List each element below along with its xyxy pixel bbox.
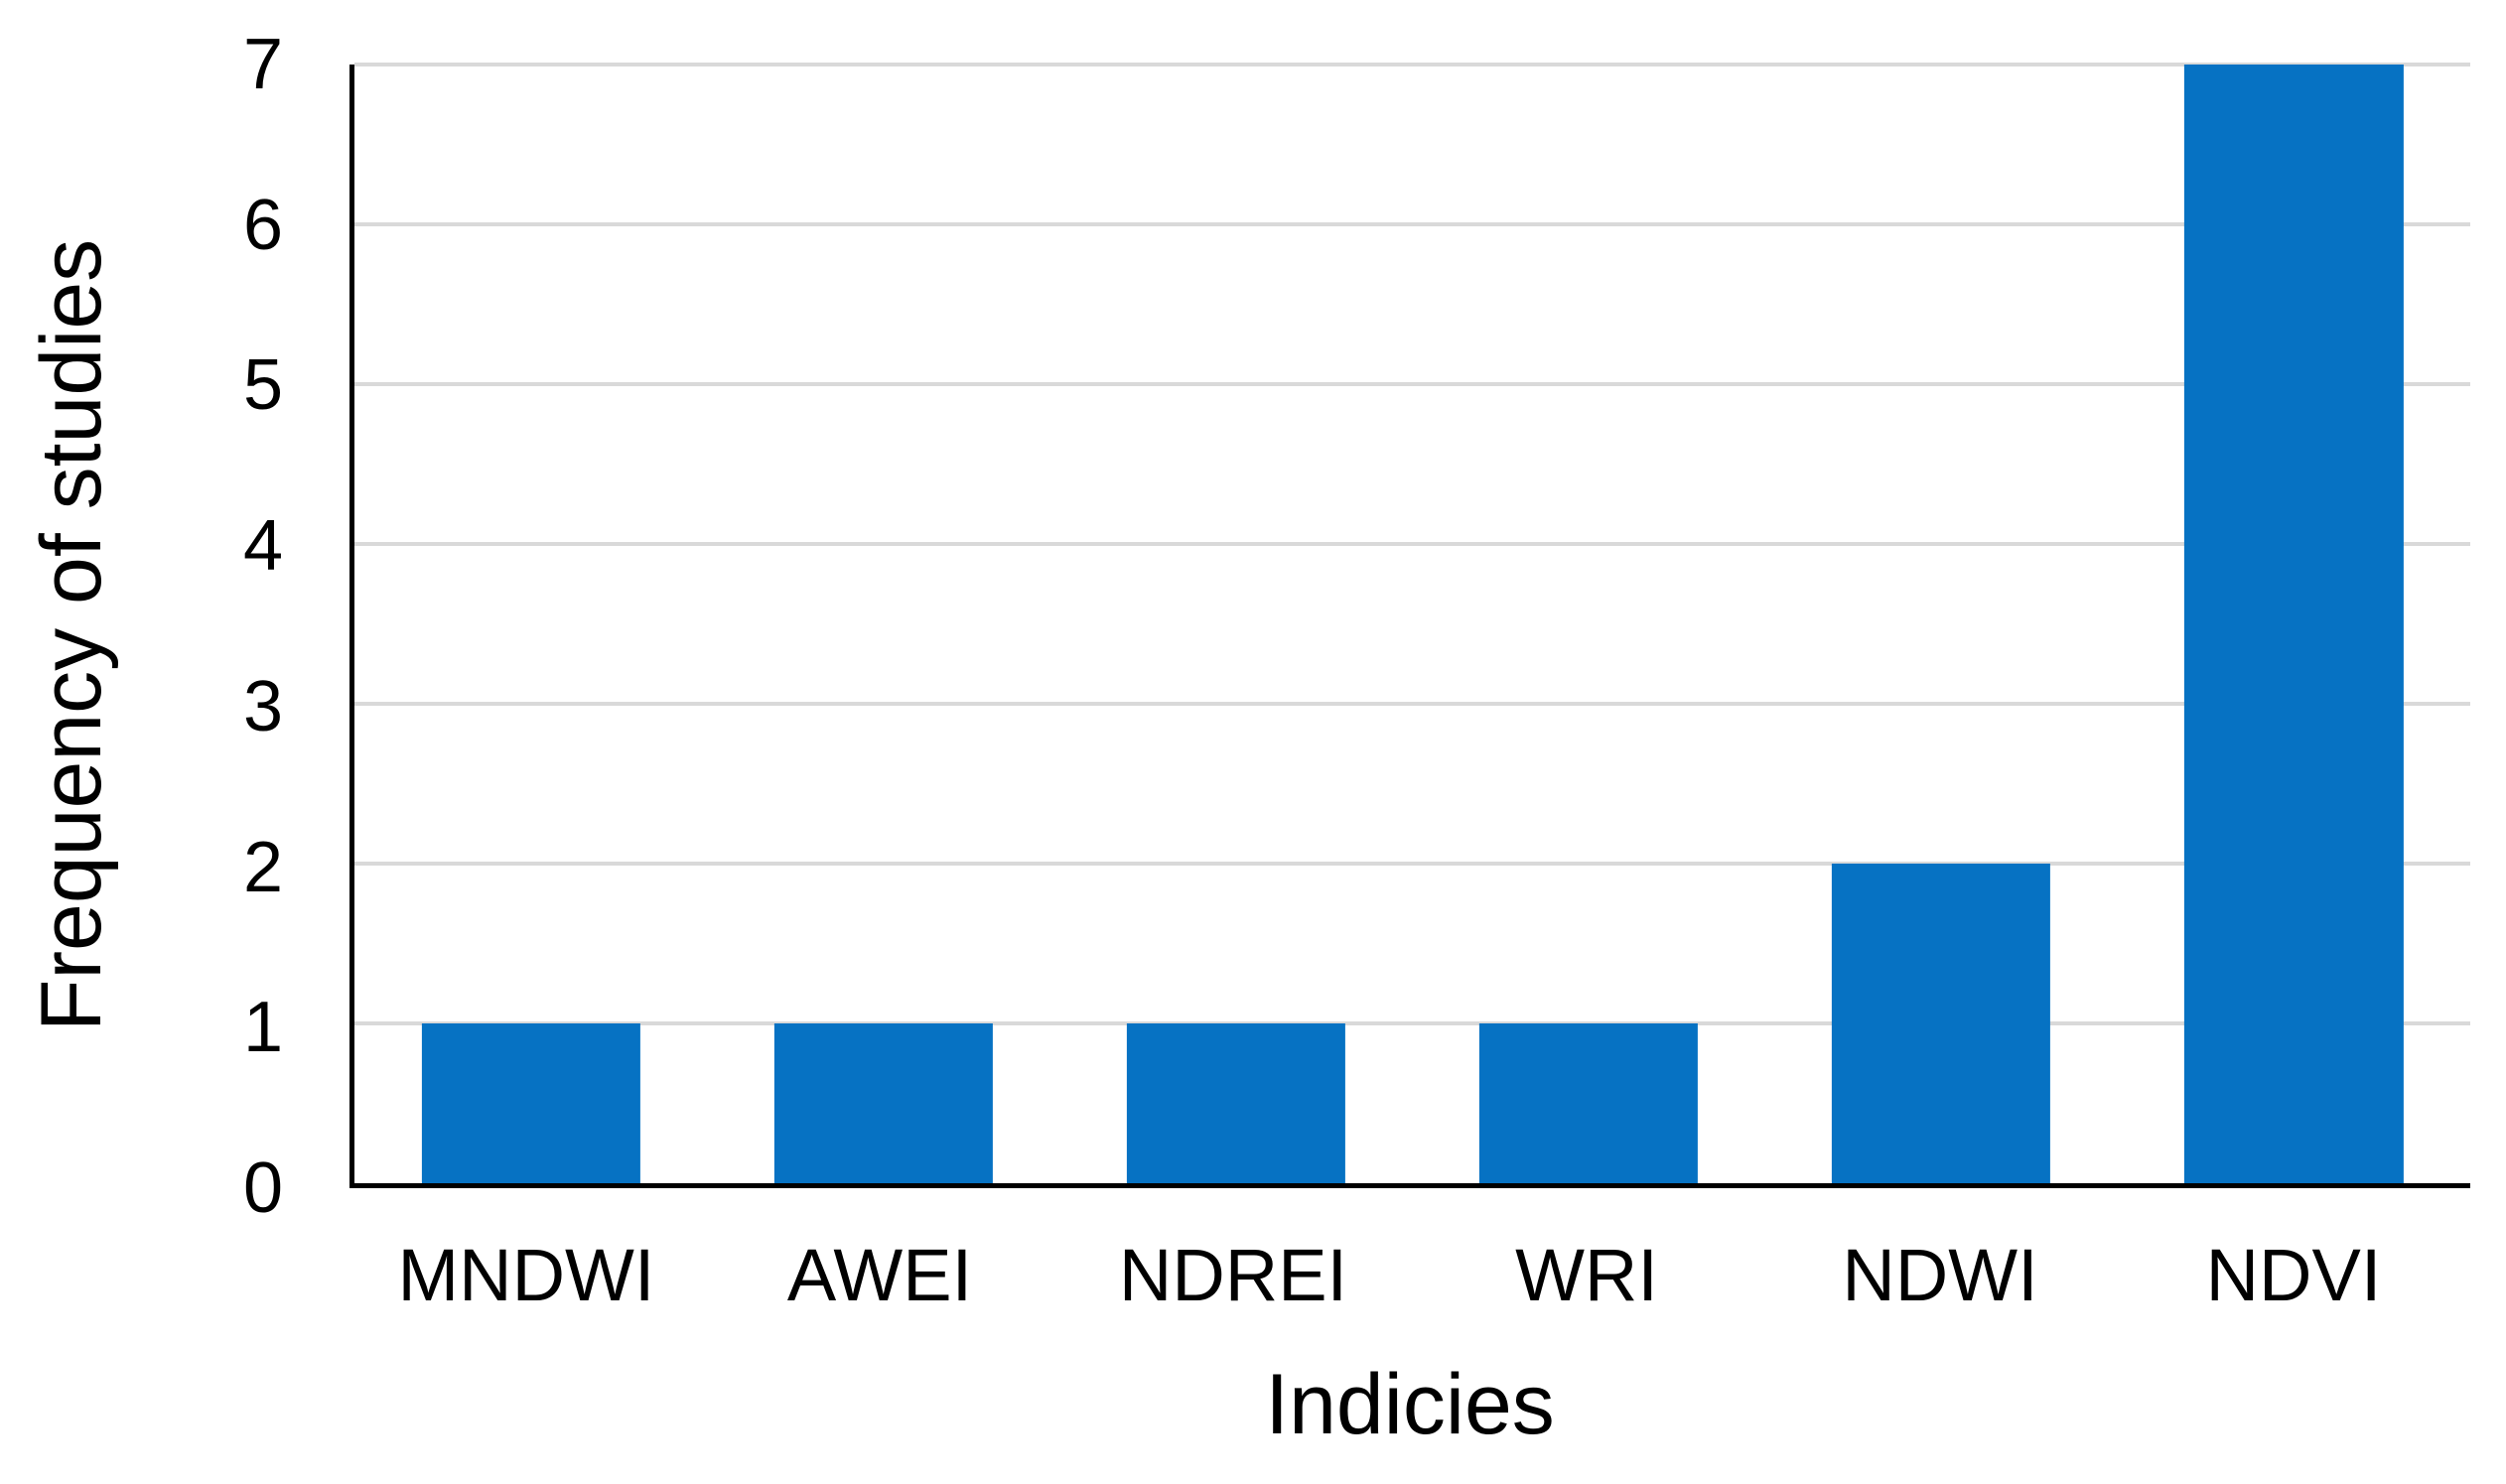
x-tick-label-ndrei: NDREI <box>1118 1234 1348 1316</box>
y-tick-label-6: 6 <box>242 185 283 265</box>
y-tick-label-2: 2 <box>242 827 283 907</box>
x-axis-tick-labels: MNDWI AWEI NDREI WRI NDWI NDVI <box>349 1233 2470 1327</box>
bar-mndwi <box>421 1023 640 1183</box>
x-tick-label-ndvi: NDVI <box>2205 1234 2382 1316</box>
gridline-y2 <box>354 862 2470 866</box>
y-tick-label-7: 7 <box>242 25 283 104</box>
gridline-y1 <box>354 1021 2470 1025</box>
x-tick-label-mndwi: MNDWI <box>397 1234 655 1316</box>
plot-area <box>349 63 2470 1188</box>
bar-wri <box>1478 1023 1699 1183</box>
gridline-y5 <box>354 382 2470 386</box>
y-axis-title: Frequency of studies <box>24 238 119 1032</box>
x-tick-label-awei: AWEI <box>786 1234 973 1316</box>
gridline-y3 <box>354 702 2470 706</box>
bar-awei <box>773 1023 993 1183</box>
y-tick-label-0: 0 <box>242 1148 283 1228</box>
y-tick-label-3: 3 <box>242 666 283 746</box>
bar-ndwi <box>1832 864 2051 1183</box>
gridline-y7 <box>354 63 2470 67</box>
bar-ndvi <box>2184 65 2404 1183</box>
bar-ndrei <box>1126 1023 1346 1183</box>
gridline-y4 <box>354 542 2470 546</box>
y-tick-label-5: 5 <box>242 345 283 426</box>
x-tick-label-ndwi: NDWI <box>1842 1234 2038 1316</box>
x-axis-title: Indicies <box>1265 1357 1555 1452</box>
y-tick-label-4: 4 <box>242 506 283 587</box>
x-tick-label-wri: WRI <box>1515 1234 1658 1316</box>
gridline-y6 <box>354 222 2470 226</box>
y-tick-label-1: 1 <box>242 988 283 1068</box>
